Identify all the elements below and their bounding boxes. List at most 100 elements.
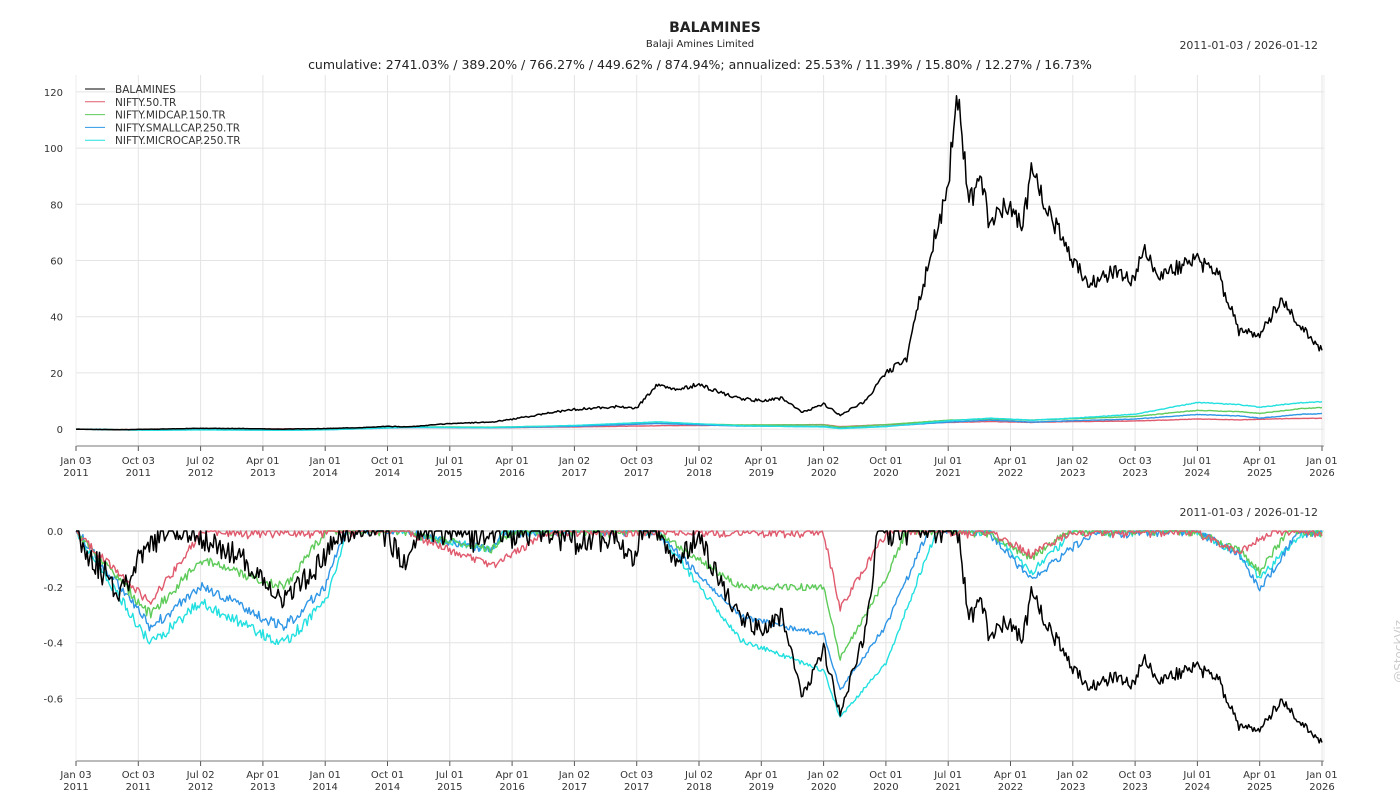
x-tick-label: Jan 02 — [1056, 456, 1088, 467]
x-tick-label: Oct 03 — [620, 456, 653, 467]
x-tick-label: 2015 — [437, 468, 462, 479]
x-tick-label: 2015 — [437, 782, 462, 793]
x-tick-label: Jan 01 — [1305, 770, 1337, 781]
x-tick-label: Jul 01 — [1182, 456, 1211, 467]
x-tick-label: Jul 01 — [933, 456, 962, 467]
x-tick-label: Apr 01 — [246, 770, 279, 781]
x-tick-label: Jul 01 — [435, 456, 464, 467]
x-tick-label: 2022 — [998, 782, 1023, 793]
x-tick-label: Jul 02 — [186, 456, 215, 467]
legend: BALAMINESNIFTY.50.TRNIFTY.MIDCAP.150.TRN… — [85, 84, 241, 147]
x-tick-label: Jan 02 — [558, 456, 590, 467]
x-tick-label: Oct 01 — [869, 456, 902, 467]
x-tick-label: 2017 — [624, 782, 649, 793]
x-tick-label: 2019 — [749, 782, 774, 793]
y-tick-label: 0 — [57, 425, 63, 436]
y-tick-label: -0.4 — [43, 639, 63, 650]
y-tick-label: 20 — [50, 369, 63, 380]
legend-label: NIFTY.MIDCAP.150.TR — [115, 110, 226, 122]
y-tick-label: 0.0 — [47, 527, 63, 538]
y-tick-label: 40 — [50, 313, 63, 324]
series-line-balamines — [75, 95, 1323, 431]
legend-label: NIFTY.50.TR — [115, 97, 176, 109]
y-tick-label: 80 — [50, 200, 63, 211]
x-tick-label: Apr 01 — [745, 456, 778, 467]
x-tick-label: 2020 — [873, 468, 898, 479]
x-tick-label: Oct 03 — [122, 456, 155, 467]
date-range-bottom: 2011-01-03 / 2026-01-12 — [1179, 506, 1318, 519]
x-tick-label: Jul 01 — [933, 770, 962, 781]
y-tick-label: 60 — [50, 257, 63, 268]
x-tick-label: 2014 — [375, 782, 400, 793]
x-tick-label: Jan 02 — [807, 770, 839, 781]
x-tick-label: 2011 — [126, 782, 151, 793]
series-line-nifty-microcap-250-tr — [76, 400, 1323, 431]
x-tick-label: 2023 — [1060, 468, 1085, 479]
x-tick-label: Jul 02 — [684, 456, 713, 467]
x-tick-label: Apr 01 — [1243, 770, 1276, 781]
x-tick-label: 2018 — [686, 782, 711, 793]
y-tick-label: -0.6 — [43, 695, 63, 706]
chart-subtitle: Balaji Amines Limited — [645, 39, 755, 50]
x-tick-label: 2020 — [873, 782, 898, 793]
legend-label: BALAMINES — [115, 84, 176, 96]
x-tick-label: 2019 — [749, 468, 774, 479]
x-tick-label: 2016 — [499, 782, 524, 793]
legend-label: NIFTY.SMALLCAP.250.TR — [115, 122, 240, 134]
x-tick-label: Apr 01 — [745, 770, 778, 781]
x-tick-label: Oct 03 — [1118, 770, 1151, 781]
x-tick-label: Oct 01 — [371, 770, 404, 781]
stats-line: cumulative: 2741.03% / 389.20% / 766.27%… — [308, 57, 1092, 72]
x-tick-label: 2025 — [1247, 468, 1272, 479]
x-tick-label: 2020 — [811, 782, 836, 793]
x-tick-label: 2023 — [1122, 468, 1147, 479]
x-tick-label: 2022 — [998, 468, 1023, 479]
x-tick-label: Jan 01 — [309, 770, 341, 781]
x-tick-label: 2020 — [811, 468, 836, 479]
chart-title: BALAMINES — [669, 20, 761, 36]
x-tick-label: 2023 — [1060, 782, 1085, 793]
x-tick-label: 2014 — [312, 468, 337, 479]
x-tick-label: 2024 — [1185, 782, 1210, 793]
x-tick-label: 2026 — [1309, 782, 1334, 793]
x-tick-label: Jul 02 — [186, 770, 215, 781]
x-tick-label: Jul 01 — [1182, 770, 1211, 781]
x-tick-label: 2017 — [562, 468, 587, 479]
x-tick-label: 2017 — [624, 468, 649, 479]
x-tick-label: 2014 — [312, 782, 337, 793]
x-tick-label: 2011 — [63, 468, 88, 479]
series-line-balamines — [76, 530, 1323, 744]
x-tick-label: Apr 01 — [994, 770, 1027, 781]
x-tick-label: 2011 — [126, 468, 151, 479]
x-tick-label: 2012 — [188, 468, 213, 479]
y-tick-label: 120 — [44, 88, 63, 99]
x-tick-label: 2014 — [375, 468, 400, 479]
x-tick-label: Jan 01 — [309, 456, 341, 467]
y-tick-label: -0.2 — [43, 583, 63, 594]
x-tick-label: Jan 03 — [59, 770, 91, 781]
x-tick-label: Jul 02 — [684, 770, 713, 781]
x-tick-label: 2016 — [499, 468, 524, 479]
x-tick-label: Apr 01 — [246, 456, 279, 467]
x-tick-label: 2026 — [1309, 468, 1334, 479]
x-tick-label: Apr 01 — [1243, 456, 1276, 467]
x-tick-label: Oct 01 — [371, 456, 404, 467]
x-tick-label: Oct 03 — [620, 770, 653, 781]
legend-label: NIFTY.MICROCAP.250.TR — [115, 135, 241, 147]
x-tick-label: Apr 01 — [994, 456, 1027, 467]
x-tick-label: Oct 03 — [1118, 456, 1151, 467]
date-range-top: 2011-01-03 / 2026-01-12 — [1179, 39, 1318, 52]
x-tick-label: 2011 — [63, 782, 88, 793]
x-tick-label: 2024 — [1185, 468, 1210, 479]
x-tick-label: 2013 — [250, 468, 275, 479]
x-tick-label: Jan 02 — [558, 770, 590, 781]
x-tick-label: Oct 01 — [869, 770, 902, 781]
x-tick-label: 2013 — [250, 782, 275, 793]
x-tick-label: Apr 01 — [495, 456, 528, 467]
x-tick-label: 2018 — [686, 468, 711, 479]
x-tick-label: 2012 — [188, 782, 213, 793]
x-tick-label: Apr 01 — [495, 770, 528, 781]
x-tick-label: 2021 — [935, 782, 960, 793]
